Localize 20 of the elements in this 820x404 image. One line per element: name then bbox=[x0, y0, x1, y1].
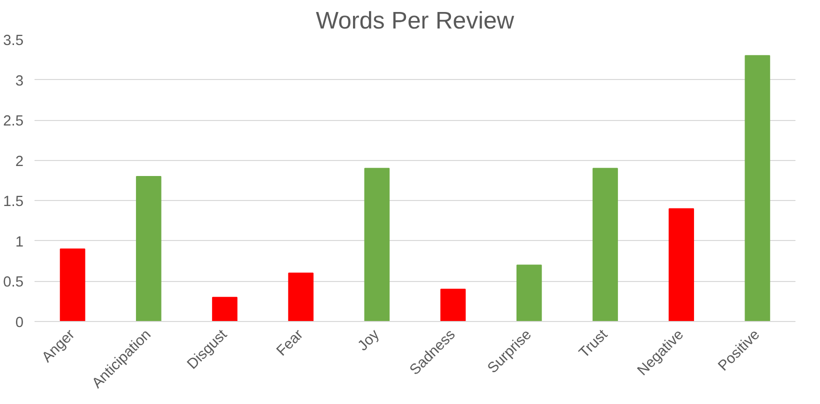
bar bbox=[592, 168, 618, 322]
y-tick-label: 0.5 bbox=[3, 274, 24, 291]
y-tick-label: 2.5 bbox=[3, 114, 24, 130]
chart-title: Words Per Review bbox=[316, 8, 515, 34]
bar bbox=[364, 168, 390, 322]
y-tick-label: 2 bbox=[15, 154, 24, 170]
bar bbox=[136, 176, 162, 322]
bar bbox=[744, 55, 770, 322]
y-tick-label: 0 bbox=[15, 315, 24, 331]
y-tick-label: 3 bbox=[15, 73, 24, 90]
bar bbox=[60, 248, 86, 322]
bar bbox=[516, 264, 542, 322]
bar bbox=[668, 208, 694, 322]
bar bbox=[212, 296, 238, 322]
bar bbox=[288, 272, 314, 322]
y-tick-label: 1.5 bbox=[3, 194, 24, 210]
y-tick-label: 1 bbox=[15, 234, 24, 250]
bar bbox=[440, 288, 466, 322]
x-tick-label: Joy bbox=[355, 326, 384, 354]
y-tick-label: 3.5 bbox=[3, 33, 24, 49]
